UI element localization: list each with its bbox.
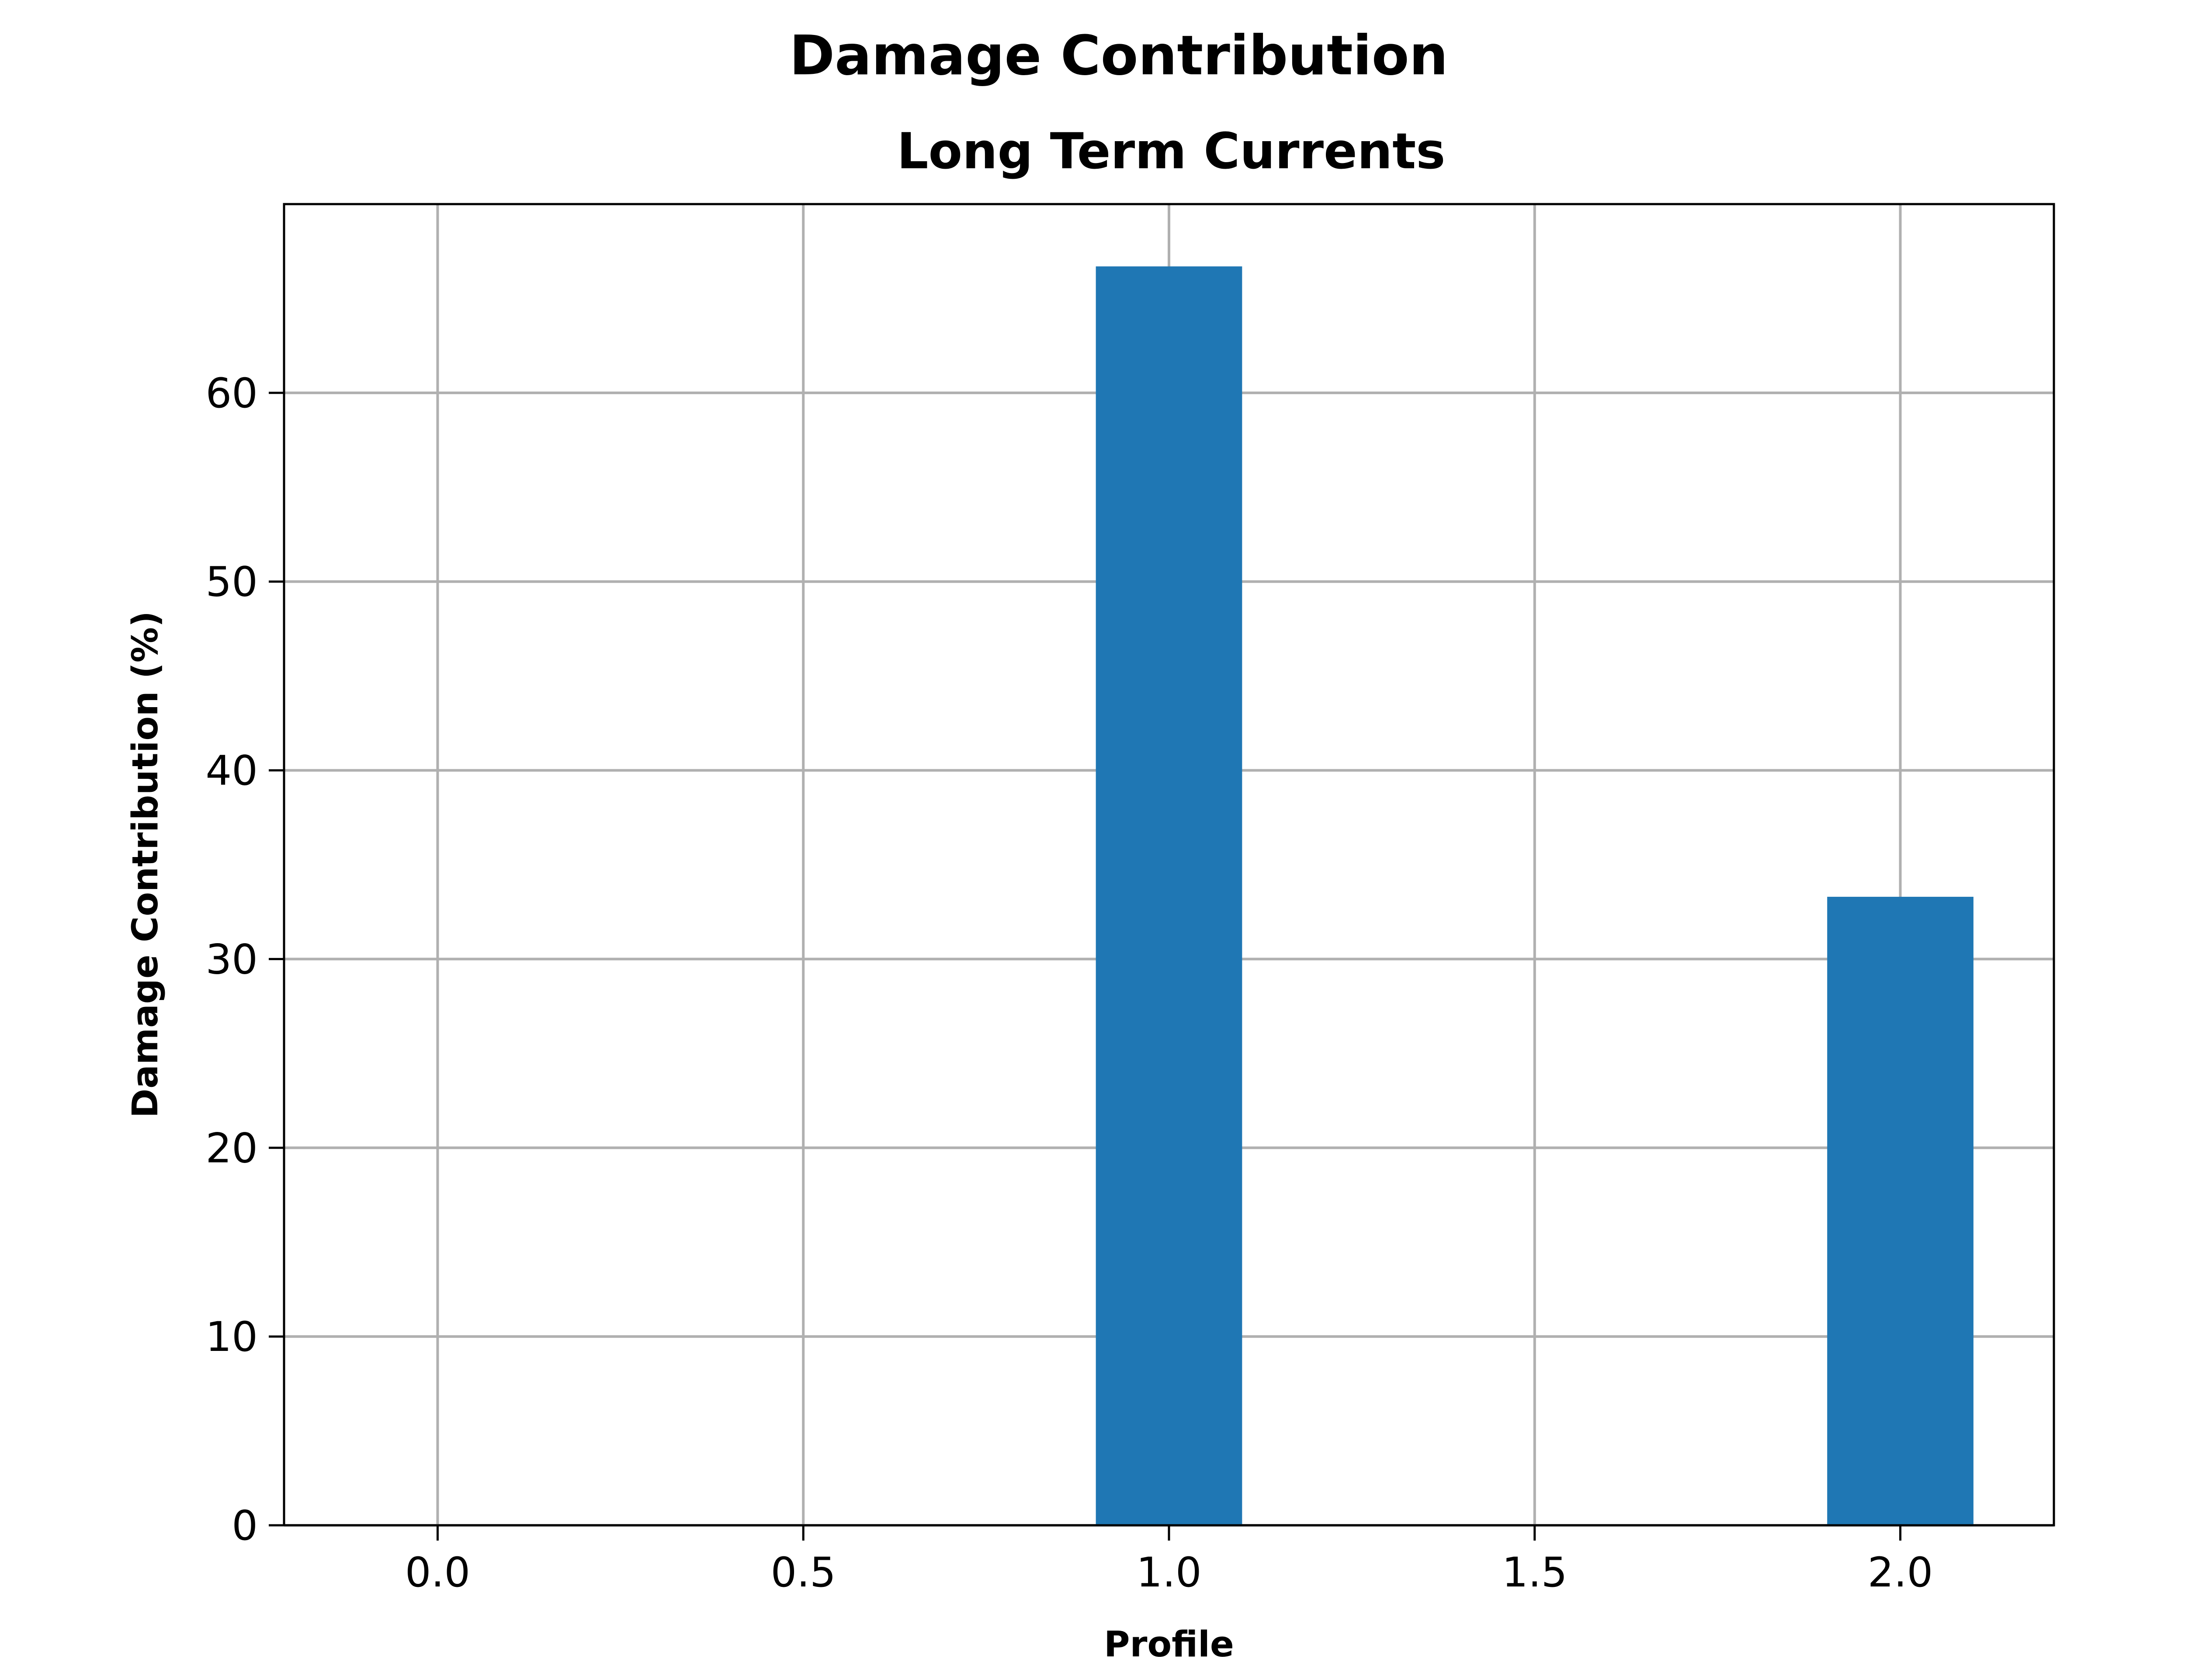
chart-suptitle: Damage Contribution bbox=[789, 24, 1448, 87]
bar-profile-0 bbox=[1096, 266, 1242, 1525]
y-tick-label: 20 bbox=[205, 1125, 258, 1172]
bar-profile-1 bbox=[1827, 896, 1973, 1525]
y-axis-ticks: 0 10 20 30 40 50 60 bbox=[205, 370, 284, 1550]
plot-frame bbox=[283, 203, 2055, 1527]
bars bbox=[1096, 266, 1973, 1525]
y-axis-label: Damage Contribution (%) bbox=[125, 611, 166, 1118]
y-tick-label: 30 bbox=[205, 936, 258, 983]
y-tick-label: 0 bbox=[232, 1502, 258, 1550]
y-tick-label: 10 bbox=[205, 1313, 258, 1361]
chart-title: Long Term Currents bbox=[897, 122, 1445, 180]
x-tick-label: 2.0 bbox=[1868, 1549, 1933, 1597]
y-tick-label: 60 bbox=[205, 370, 258, 417]
x-tick-label: 0.0 bbox=[405, 1549, 471, 1597]
x-tick-label: 1.0 bbox=[1136, 1549, 1202, 1597]
x-tick-label: 1.5 bbox=[1502, 1549, 1568, 1597]
x-axis-ticks: 0.0 0.5 1.0 1.5 2.0 bbox=[405, 1525, 1933, 1597]
x-tick-label: 0.5 bbox=[770, 1549, 836, 1597]
y-tick-label: 40 bbox=[205, 747, 258, 795]
x-axis-label: Profile bbox=[1104, 1624, 1234, 1665]
y-tick-label: 50 bbox=[205, 559, 258, 606]
